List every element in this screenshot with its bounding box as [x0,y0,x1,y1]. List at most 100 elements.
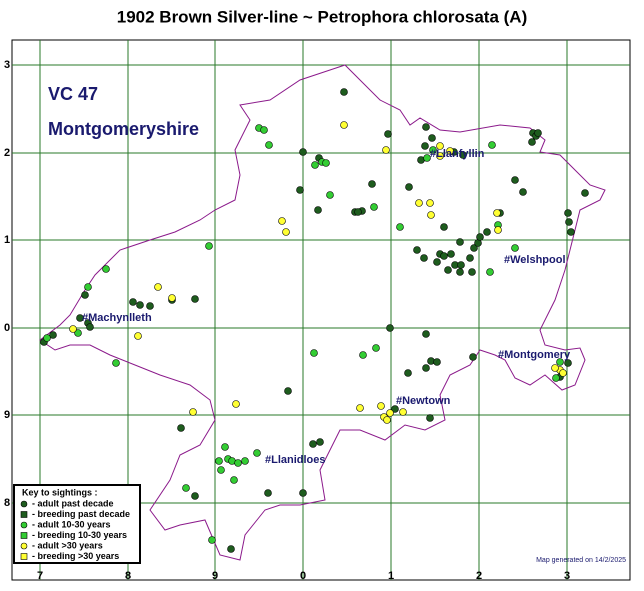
vc-label: VC 47 [48,84,98,104]
sighting [20,521,28,529]
sighting [146,302,154,310]
sighting [405,183,413,191]
sighting [43,334,51,342]
key-label: - breeding past decade [32,509,130,519]
sighting [421,142,429,150]
sighting [359,351,367,359]
sighting [436,142,444,150]
county-label: Montgomeryshire [48,119,199,139]
sighting [309,440,317,448]
sighting [241,457,249,465]
sighting [567,228,575,236]
town-label: #Welshpool [504,254,566,266]
sighting [444,266,452,274]
sighting [20,532,28,539]
sighting [519,188,527,196]
grid-label: 7 [37,570,43,582]
town-label: #Machynlleth [82,312,152,324]
sighting [221,443,229,451]
sighting [84,283,92,291]
sighting [296,186,304,194]
sighting [136,301,144,309]
sighting [208,536,216,544]
sighting [386,324,394,332]
sighting [217,466,225,474]
sighting [356,404,364,412]
sighting [447,250,455,258]
sighting [551,364,559,372]
key-box [13,484,141,564]
sighting [299,489,307,497]
key: - adult past decade- breeding past decad… [20,498,130,561]
sighting [457,261,465,269]
towns: #Llanfyllin #Welshpool #Machynlleth #Montgo… [82,148,571,466]
grid-label: 2 [4,147,10,159]
sighting [102,265,110,273]
sighting [69,325,77,333]
sighting [299,148,307,156]
sighting [429,146,437,154]
grid-label: 1 [388,570,394,582]
sighting [154,283,162,291]
sighting [265,141,273,149]
grid-label: 2 [476,570,482,582]
sighting [20,542,28,550]
sighting [422,123,430,131]
sighting [354,208,362,216]
grid-label: 0 [4,322,10,334]
sighting [384,130,392,138]
sighting [310,349,318,357]
sighting [494,226,502,234]
sighting [391,405,399,413]
sighting [20,500,28,508]
sightings [40,88,589,553]
sighting [399,408,407,416]
sighting [340,88,348,96]
sighting [564,359,572,367]
sighting [456,268,464,276]
key-label: - adult past decade [32,498,114,508]
sighting [440,223,448,231]
footer: Map generated on 14/2/2025 [536,557,626,564]
key-label: - adult 10-30 years [32,519,111,529]
sighting [426,414,434,422]
key-label: - breeding 10-30 years [32,530,127,540]
sighting [382,146,390,154]
sighting [581,189,589,197]
sighting [377,402,385,410]
sighting [426,199,434,207]
sighting [396,223,404,231]
sighting [370,203,378,211]
sighting [316,438,324,446]
sighting [469,353,477,361]
sighting [483,228,491,236]
sighting [368,180,376,188]
sighting [230,476,238,484]
grid-label: 3 [564,570,570,582]
sighting [253,449,261,457]
grid-label: 8 [125,570,131,582]
sighting [282,228,290,236]
sighting [456,238,464,246]
sighting [564,209,572,217]
grid-label: 0 [300,570,306,582]
sighting [134,332,142,340]
sighting [511,176,519,184]
sighting [559,369,567,377]
sighting [552,374,560,382]
town-label: #Montgomery [498,349,571,361]
sighting [528,138,536,146]
sighting [234,459,242,467]
sighting [486,268,494,276]
sighting [49,331,57,339]
grid-label: 9 [4,409,10,421]
key-title: Key to sightings : [22,487,98,497]
sighting [264,489,272,497]
county-boundary [39,64,606,561]
sighting [232,400,240,408]
sighting [74,329,82,337]
sighting [386,409,394,417]
sighting [284,387,292,395]
town-label: #Llanfyllin [430,148,485,160]
sighting [423,154,431,162]
